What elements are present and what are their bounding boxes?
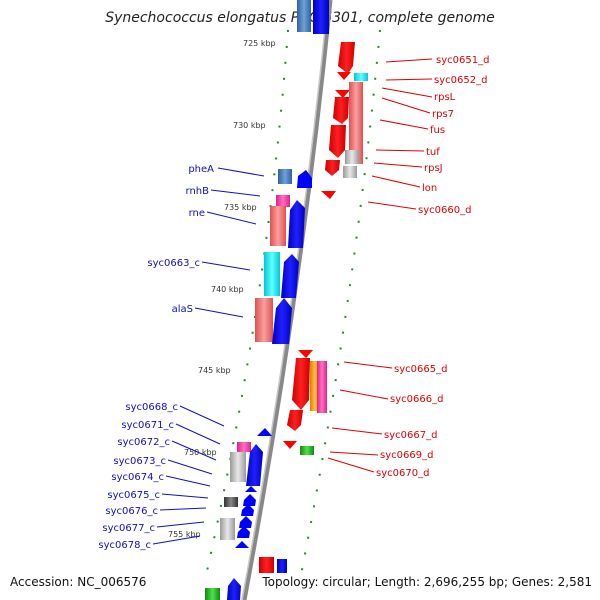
- gene-label: syc0666_d: [390, 394, 443, 405]
- forward-strand-genes: [259, 42, 368, 573]
- gene-lon-b: [343, 166, 357, 178]
- gene-syc0677: [220, 518, 235, 540]
- right-leaders: [327, 58, 433, 473]
- gene-label: syc0673_c: [113, 456, 166, 467]
- gene-label: syc0674_c: [111, 472, 164, 483]
- gene-block: [313, 0, 329, 34]
- gene-syc0671: [237, 442, 251, 452]
- accession-text: Accession: NC_006576: [10, 575, 146, 589]
- gene-syc0651: [338, 42, 355, 74]
- kbp-label: 740 kbp: [211, 285, 244, 294]
- kbp-label: 745 kbp: [198, 366, 231, 375]
- gene-alaS: [255, 298, 273, 342]
- gene-fus: [349, 82, 363, 164]
- gene-label: fus: [430, 125, 445, 136]
- gene-label: rps7: [432, 109, 454, 120]
- gene-syc0665: [292, 358, 310, 410]
- gene-block: [259, 557, 274, 573]
- gene-label: rne: [189, 208, 205, 219]
- gene-rne-b: [288, 200, 305, 248]
- gene-label: syc0667_d: [384, 430, 437, 441]
- gene-syc0672: [230, 452, 246, 482]
- gene-syc0678: [239, 516, 252, 528]
- gene-syc0663: [264, 252, 280, 296]
- gene-pheA: [278, 169, 292, 184]
- gene-syc0675: [224, 497, 238, 507]
- gene-syc0678b: [237, 526, 250, 538]
- gene-syc0652: [354, 73, 368, 81]
- genome-backbone: [241, 0, 333, 600]
- gene-syc0667: [287, 410, 303, 431]
- kbp-label: 755 kbp: [168, 530, 201, 539]
- gene-block: [227, 578, 241, 600]
- gene-syc0660: [321, 191, 336, 199]
- gene-rps7: [335, 90, 350, 98]
- backbone-highlight: [241, 0, 329, 600]
- gene-label: rpsL: [434, 92, 456, 103]
- gene-label: lon: [422, 183, 437, 194]
- gene-rnhB: [276, 195, 290, 207]
- gene-syc0674: [245, 486, 257, 492]
- gene-label: syc0651_d: [436, 55, 489, 66]
- kbp-label: 725 kbp: [243, 39, 276, 48]
- gene-label: tuf: [426, 147, 440, 158]
- gene-block: [277, 559, 287, 573]
- gene-syc0666: [317, 361, 327, 413]
- gene-rne: [270, 206, 286, 246]
- gene-label: syc0663_c: [147, 258, 200, 269]
- gene-label: syc0676_c: [105, 506, 158, 517]
- gene-syc0678c: [235, 541, 249, 548]
- gene-syc0676: [243, 494, 256, 506]
- gene-label: alaS: [172, 304, 193, 315]
- gene-label: syc0669_d: [380, 450, 433, 461]
- gene-block: [297, 0, 311, 32]
- gene-fus-a: [333, 97, 349, 124]
- gene-block: [205, 588, 220, 600]
- gene-tuf: [329, 125, 346, 158]
- gene-label: syc0672_c: [117, 437, 170, 448]
- gene-syc0670: [300, 446, 314, 455]
- gene-rpsL: [337, 72, 351, 80]
- gene-syc0669: [283, 441, 297, 449]
- gene-label: pheA: [188, 164, 214, 175]
- gene-label: syc0671_c: [121, 420, 174, 431]
- reverse-strand-genes: [205, 169, 312, 600]
- gene-pheA-b: [297, 170, 312, 188]
- gene-label: syc0660_d: [418, 205, 471, 216]
- gene-lon: [325, 160, 340, 176]
- kbp-label: 735 kbp: [224, 203, 257, 212]
- kbp-label: 730 kbp: [233, 121, 266, 130]
- gene-alaS-b: [272, 298, 292, 344]
- gene-syc0673: [246, 444, 263, 486]
- gene-label: rnhB: [186, 186, 210, 197]
- gene-syc0663-b: [281, 254, 299, 298]
- left-leaders: [152, 167, 265, 545]
- gene-label: syc0665_d: [394, 364, 447, 375]
- gene-label: syc0675_c: [107, 490, 160, 501]
- gene-syc0666-a: [310, 361, 320, 411]
- gene-syc0668: [257, 428, 272, 436]
- summary-text: Topology: circular; Length: 2,696,255 bp…: [261, 575, 592, 589]
- gene-label: syc0677_c: [102, 523, 155, 534]
- gene-syc0665-head: [298, 350, 313, 358]
- gene-label: syc0670_d: [376, 468, 429, 479]
- gene-syc0676b: [241, 504, 254, 516]
- gene-label: syc0652_d: [434, 75, 487, 86]
- gene-label: rpsJ: [424, 163, 443, 174]
- gene-label: syc0678_c: [98, 540, 151, 551]
- gene-label: syc0668_c: [125, 402, 178, 413]
- kbp-label: 750 kbp: [184, 448, 217, 457]
- gene-rpsJ: [345, 150, 359, 164]
